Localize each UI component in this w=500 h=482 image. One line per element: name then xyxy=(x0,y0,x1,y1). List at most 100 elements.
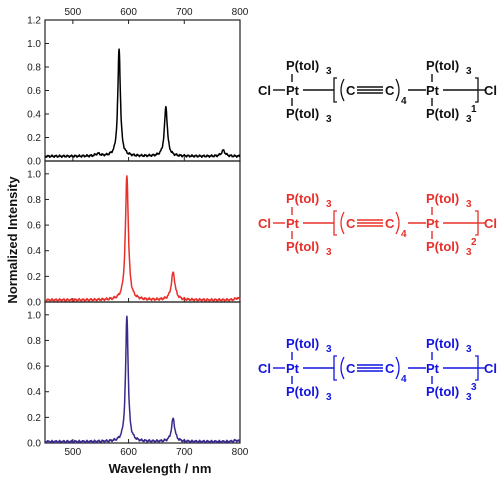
x-tick-label-top: 500 xyxy=(65,7,82,18)
ptol-top-left: P(tol) xyxy=(286,336,319,351)
ptol-subscript: 3 xyxy=(466,344,472,355)
pt-left-label: Pt xyxy=(286,361,300,376)
x-axis-title: Wavelength / nm xyxy=(109,461,212,476)
y-tick-label-bottom: 0.8 xyxy=(27,336,41,347)
repeat-n: 4 xyxy=(401,374,407,385)
ptol-subscript: 3 xyxy=(466,66,472,77)
ptol-subscript: 3 xyxy=(466,114,472,125)
pt-right-label: Pt xyxy=(426,83,440,98)
y-tick-label-middle: 0.8 xyxy=(27,195,41,206)
carbon-label: C xyxy=(346,361,356,376)
repeat-n: 4 xyxy=(401,96,407,107)
ptol-subscript: 3 xyxy=(326,344,332,355)
y-tick-label-top: 0.0 xyxy=(27,157,41,168)
y-tick-label-bottom: 0.6 xyxy=(27,362,41,373)
y-tick-label-middle: 0.6 xyxy=(27,221,41,232)
ptol-bottom-left: P(tol) xyxy=(286,239,319,254)
axes-frame-top xyxy=(44,19,241,162)
y-tick-label-top: 1.2 xyxy=(27,16,41,27)
y-tick-label-bottom: 0.2 xyxy=(27,413,41,424)
ptol-bottom-left: P(tol) xyxy=(286,106,319,121)
x-tick-label-bottom: 800 xyxy=(232,447,249,458)
cl-left-label: Cl xyxy=(258,83,271,98)
carbon-label: C xyxy=(385,216,395,231)
x-tick-label-bottom: 700 xyxy=(176,447,193,458)
panel-middle: 0.0 0.2 0.4 0.6 0.8 1.0 xyxy=(27,160,241,309)
x-tick-label-top: 800 xyxy=(232,7,249,18)
spectrum-line-bottom xyxy=(44,315,241,444)
paren-right xyxy=(395,211,400,235)
ptol-subscript: 3 xyxy=(466,199,472,210)
ptol-subscript: 3 xyxy=(466,392,472,403)
bracket-left xyxy=(333,355,337,381)
paren-right xyxy=(395,78,400,102)
carbon-label: C xyxy=(346,216,356,231)
paren-left xyxy=(340,78,345,102)
ptol-bottom-right: P(tol) xyxy=(426,239,459,254)
ptol-subscript: 3 xyxy=(466,247,472,258)
ptol-subscript: 3 xyxy=(326,66,332,77)
ptol-bottom-right: P(tol) xyxy=(426,384,459,399)
repeat-m: 1 xyxy=(471,104,477,115)
y-tick-label-middle: 0.4 xyxy=(27,246,41,257)
cl-left-label: Cl xyxy=(258,216,271,231)
spectrum-line-top xyxy=(44,48,241,159)
y-tick-label-middle: 0.2 xyxy=(27,272,41,283)
ptol-subscript: 3 xyxy=(326,392,332,403)
pt-left-label: Pt xyxy=(286,83,300,98)
paren-left xyxy=(340,211,345,235)
ptol-bottom-right: P(tol) xyxy=(426,106,459,121)
cl-right-label: Cl xyxy=(484,216,497,231)
y-tick-label-middle: 1.0 xyxy=(27,169,41,180)
y-tick-label-bottom: 0.0 xyxy=(27,439,41,450)
carbon-label: C xyxy=(346,83,356,98)
repeat-m: 2 xyxy=(471,237,477,248)
carbon-label: C xyxy=(385,83,395,98)
pt-left-label: Pt xyxy=(286,216,300,231)
pt-right-label: Pt xyxy=(426,216,440,231)
axes-frame-bottom xyxy=(44,301,241,444)
y-tick-label-top: 1.0 xyxy=(27,39,41,50)
paren-right xyxy=(395,356,400,380)
repeat-m: 3 xyxy=(471,382,477,393)
bracket-left xyxy=(333,210,337,236)
y-tick-label-top: 0.2 xyxy=(27,133,41,144)
cl-left-label: Cl xyxy=(258,361,271,376)
y-tick-label-top: 0.6 xyxy=(27,86,41,97)
y-tick-label-middle: 0.0 xyxy=(27,298,41,309)
repeat-n: 4 xyxy=(401,229,407,240)
ptol-bottom-left: P(tol) xyxy=(286,384,319,399)
ptol-subscript: 3 xyxy=(326,114,332,125)
ptol-top-right: P(tol) xyxy=(426,191,459,206)
carbon-label: C xyxy=(385,361,395,376)
x-tick-label-top: 600 xyxy=(120,7,137,18)
spectrum-line-middle xyxy=(44,175,241,302)
cl-right-label: Cl xyxy=(484,361,497,376)
panel-bottom: 0.0 0.2 0.4 0.6 0.8 1.0 500 600 700 800 xyxy=(27,301,249,458)
y-tick-label-top: 0.8 xyxy=(27,63,41,74)
y-tick-label-bottom: 0.4 xyxy=(27,387,41,398)
ptol-top-right: P(tol) xyxy=(426,336,459,351)
x-tick-label-bottom: 500 xyxy=(65,447,82,458)
paren-left xyxy=(340,356,345,380)
cl-right-label: Cl xyxy=(484,83,497,98)
pt-right-label: Pt xyxy=(426,361,440,376)
y-axis-title: Normalized Intensity xyxy=(5,176,20,304)
y-tick-label-top: 0.4 xyxy=(27,110,41,121)
axes-frame-middle xyxy=(44,160,241,303)
bracket-left xyxy=(333,77,337,103)
ptol-top-left: P(tol) xyxy=(286,191,319,206)
ptol-top-left: P(tol) xyxy=(286,58,319,73)
ptol-subscript: 3 xyxy=(326,199,332,210)
y-tick-label-bottom: 1.0 xyxy=(27,310,41,321)
panel-top: 0.0 0.2 0.4 0.6 0.8 1.0 1.2 500 600 700 800 xyxy=(27,7,249,168)
x-tick-label-bottom: 600 xyxy=(120,447,137,458)
ptol-subscript: 3 xyxy=(326,247,332,258)
x-tick-label-top: 700 xyxy=(176,7,193,18)
